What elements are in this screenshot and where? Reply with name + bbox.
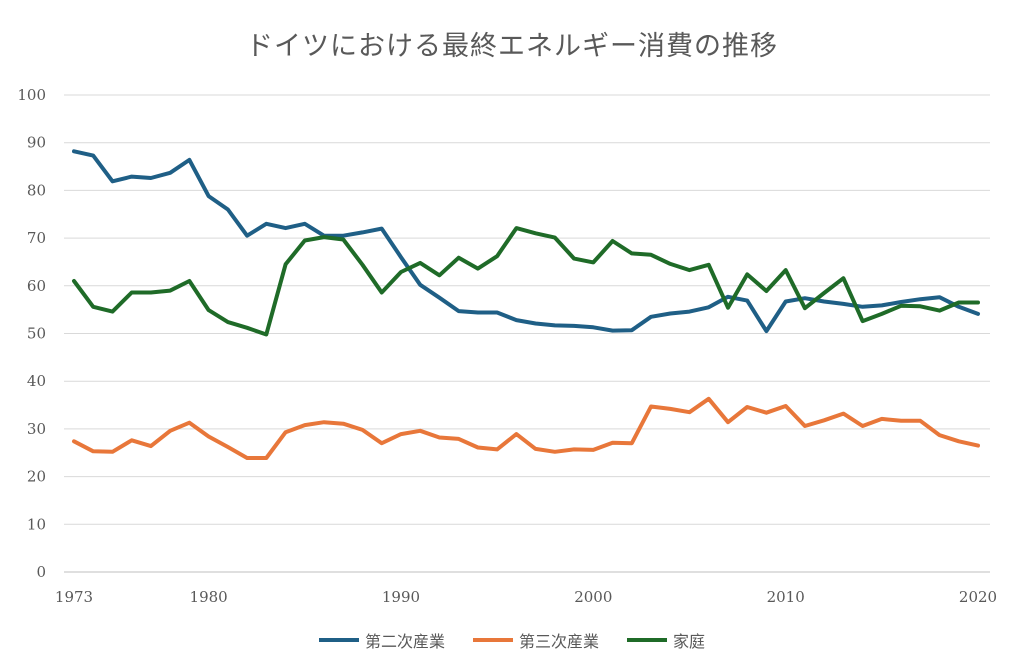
y-tick-label: 90 bbox=[27, 134, 46, 152]
legend-label: 家庭 bbox=[673, 632, 706, 651]
y-tick-label: 50 bbox=[27, 325, 46, 343]
y-tick-label: 0 bbox=[36, 563, 46, 581]
x-tick-label: 2010 bbox=[767, 588, 805, 606]
x-tick-label: 1973 bbox=[55, 588, 93, 606]
legend-swatch bbox=[472, 638, 513, 642]
x-tick-label: 2000 bbox=[574, 588, 612, 606]
x-tick-label: 1980 bbox=[190, 588, 228, 606]
series-lines bbox=[72, 149, 980, 460]
y-tick-label: 30 bbox=[27, 420, 46, 438]
legend: 第二次産業 第三次産業 家庭 bbox=[0, 628, 1024, 652]
legend-item-2: 家庭 bbox=[627, 628, 705, 652]
y-tick-label: 80 bbox=[27, 181, 46, 199]
y-tick-label: 100 bbox=[17, 86, 46, 104]
series-line-1 bbox=[72, 396, 980, 460]
y-tick-label: 40 bbox=[27, 372, 46, 390]
series-line-2 bbox=[72, 226, 980, 337]
legend-label: 第二次産業 bbox=[364, 632, 445, 651]
y-tick-label: 10 bbox=[27, 515, 46, 533]
gridlines bbox=[64, 94, 990, 573]
legend-item-0: 第二次産業 bbox=[318, 628, 445, 652]
y-tick-label: 60 bbox=[27, 277, 46, 295]
x-tick-label: 1990 bbox=[382, 588, 420, 606]
legend-swatch bbox=[627, 638, 667, 642]
legend-item-1: 第三次産業 bbox=[472, 628, 599, 652]
y-axis-tick-labels: 0 10 20 30 40 50 60 70 80 90 100 bbox=[17, 86, 46, 581]
y-tick-label: 20 bbox=[27, 468, 46, 486]
legend-label: 第三次産業 bbox=[518, 632, 599, 651]
x-axis-tick-labels: 1973 1980 1990 2000 2010 2020 bbox=[55, 588, 997, 606]
legend-swatch bbox=[318, 638, 359, 642]
chart-title: ドイツにおける最終エネルギー消費の推移 bbox=[246, 31, 778, 62]
y-tick-label: 70 bbox=[27, 229, 46, 247]
series-line-0 bbox=[72, 149, 980, 334]
x-tick-label: 2020 bbox=[959, 588, 997, 606]
